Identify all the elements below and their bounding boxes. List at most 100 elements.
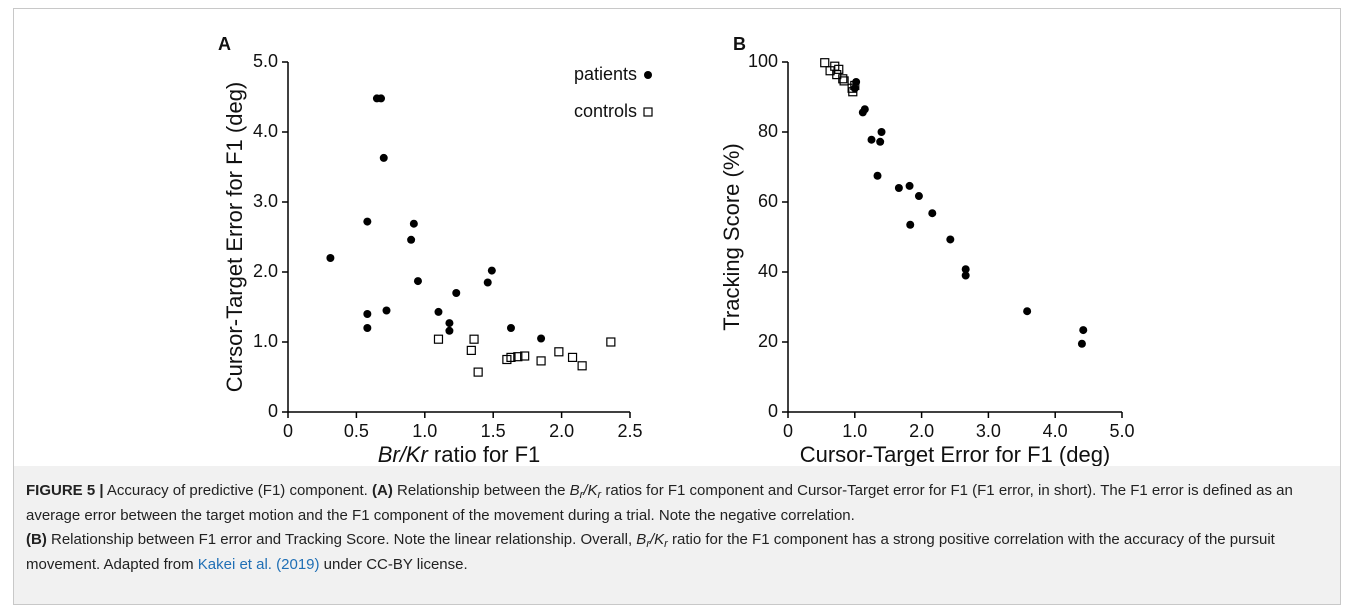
point (858, 108, 867, 117)
point (363, 324, 372, 332)
point (914, 192, 923, 201)
caption-text: / (583, 482, 588, 499)
point (363, 310, 372, 318)
point (847, 83, 857, 93)
point (567, 352, 578, 362)
y-tick-label: 3.0 (253, 191, 278, 211)
point (326, 254, 335, 262)
x-axis-label-part: Cursor-Target Error for F1 (deg) (800, 442, 1111, 466)
point (606, 337, 616, 347)
point (877, 128, 886, 136)
caption-text: r (579, 489, 584, 501)
x-tick-label: 0 (283, 421, 293, 441)
caption-text: B (636, 531, 647, 548)
point (382, 306, 391, 315)
caption-text: FIGURE 5 | (26, 482, 104, 499)
caption-text: r (597, 489, 602, 501)
caption-text: Relationship between the (392, 482, 570, 499)
legend-marker (644, 71, 652, 79)
y-tick-label: 100 (748, 51, 778, 71)
caption-paragraph: (B) Relationship between F1 error and Tr… (26, 528, 1328, 577)
y-tick-label: 20 (758, 331, 778, 351)
point (577, 361, 587, 371)
x-axis-label: Br/Kr ratio for F1 (378, 442, 541, 466)
x-axis-label: Cursor-Target Error for F1 (deg) (800, 442, 1111, 466)
point (452, 289, 461, 297)
x-tick-label: 5.0 (1109, 421, 1134, 441)
caption-text: (A) (372, 482, 393, 499)
panel-label: A (218, 34, 231, 54)
legend-label: controls (574, 101, 637, 121)
citation-link[interactable]: Kakei et al. (2019) (197, 555, 320, 573)
x-tick-label: 2.0 (909, 421, 934, 441)
point (434, 307, 443, 316)
point (409, 219, 418, 228)
x-tick-label: 3.0 (976, 421, 1001, 441)
point (520, 351, 530, 361)
point (928, 209, 937, 218)
caption-paragraph: FIGURE 5 | Accuracy of predictive (F1) c… (26, 479, 1328, 528)
caption-text: K (654, 531, 665, 548)
x-tick-label: 4.0 (1043, 421, 1068, 441)
point (466, 345, 476, 355)
y-tick-label: 60 (758, 191, 778, 211)
point (445, 319, 454, 328)
figure-frame (13, 8, 1341, 605)
y-axis-label: Tracking Score (%) (719, 143, 744, 330)
figure-caption: FIGURE 5 | Accuracy of predictive (F1) c… (14, 466, 1340, 604)
point (961, 265, 970, 274)
x-tick-label: 1.0 (412, 421, 437, 441)
caption-text: r (664, 538, 668, 550)
x-tick-label: 0 (783, 421, 793, 441)
point (1077, 339, 1086, 348)
point (407, 235, 416, 244)
x-tick-label: 2.5 (617, 421, 642, 441)
point (905, 181, 914, 190)
point (946, 235, 955, 244)
y-tick-label: 5.0 (253, 51, 278, 71)
point (820, 58, 830, 68)
y-tick-label: 0 (268, 401, 278, 421)
point (838, 74, 848, 84)
point (413, 277, 422, 286)
point (961, 271, 970, 280)
point (445, 326, 454, 335)
panel-label: B (733, 34, 746, 54)
point (850, 80, 860, 91)
point (469, 334, 479, 344)
legend-marker (643, 107, 653, 117)
x-tick-label: 1.5 (481, 421, 506, 441)
point (873, 171, 882, 180)
point (834, 64, 844, 74)
point (473, 367, 483, 377)
y-tick-label: 0 (768, 401, 778, 421)
caption-text: ratio for the F1 component has a strong … (26, 531, 1275, 573)
point (1023, 307, 1032, 316)
caption-text: r (646, 538, 650, 550)
charts: 0 0.5 1.0 1.5 2.0 2.5 0 1.0 2.0 3.0 4.0 5.0 A Cursor-… (218, 34, 1135, 466)
x-axis-label-part: ratio for F1 (428, 442, 540, 466)
caption-text: Accuracy of predictive (F1) component. (103, 482, 372, 499)
point (506, 324, 515, 332)
point (363, 217, 372, 226)
y-tick-label: 40 (758, 261, 778, 281)
point (894, 184, 903, 192)
point (487, 266, 496, 275)
point (536, 356, 546, 366)
point (867, 135, 876, 144)
caption-text: B (569, 482, 580, 499)
caption-text: / (649, 531, 655, 548)
point (506, 352, 516, 362)
point (876, 137, 885, 146)
x-tick-label: 0.5 (344, 421, 369, 441)
point (1079, 326, 1088, 335)
x-tick-label: 1.0 (842, 421, 867, 441)
x-tick-label: 2.0 (549, 421, 574, 441)
point (483, 278, 492, 287)
y-tick-label: 80 (758, 121, 778, 141)
y-tick-label: 1.0 (253, 331, 278, 351)
point (379, 153, 388, 162)
point (554, 347, 564, 357)
point (433, 334, 444, 344)
